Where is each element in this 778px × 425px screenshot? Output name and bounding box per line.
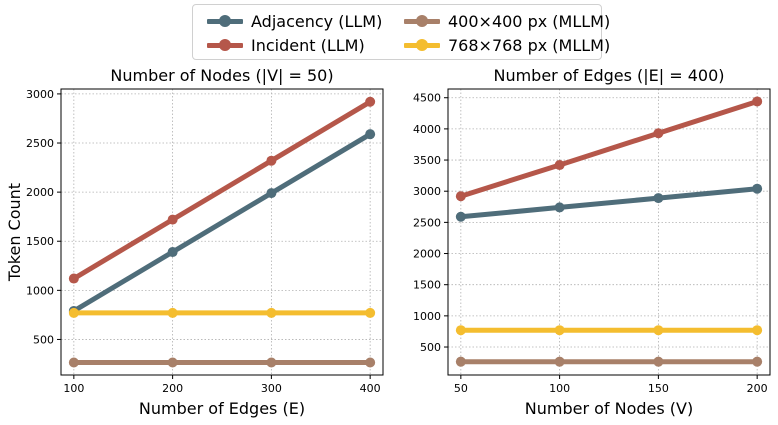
data-point <box>455 191 466 202</box>
data-point <box>554 160 565 171</box>
data-point <box>455 325 466 336</box>
data-point <box>752 356 763 367</box>
data-point <box>554 356 565 367</box>
data-point <box>752 183 763 194</box>
y-tick-label: 3500 <box>413 154 441 167</box>
y-axis-label: Token Count <box>5 183 24 282</box>
y-tick-label: 500 <box>33 333 54 346</box>
y-tick-label: 4500 <box>413 92 441 105</box>
x-tick-label: 400 <box>360 382 381 395</box>
chart-title: Number of Nodes (|V| = 50) <box>110 66 333 85</box>
x-tick-label: 300 <box>261 382 282 395</box>
legend-swatch <box>207 34 243 56</box>
x-tick-label: 200 <box>747 382 768 395</box>
series-line <box>72 132 372 314</box>
y-tick-label: 3000 <box>26 88 54 101</box>
data-point <box>266 307 277 318</box>
legend-item-400px: 400×400 px (MLLM) <box>404 10 610 32</box>
y-tick-label: 4000 <box>413 123 441 136</box>
y-tick-label: 1500 <box>413 279 441 292</box>
plot-frame <box>60 88 384 376</box>
data-point <box>167 357 178 368</box>
plot-frame <box>447 88 771 376</box>
legend-swatch <box>404 10 440 32</box>
chart-title: Number of Edges (|E| = 400) <box>493 66 724 85</box>
data-point <box>365 307 376 318</box>
legend-item-adjacency: Adjacency (LLM) <box>207 10 382 32</box>
data-point <box>167 307 178 318</box>
y-tick-label: 2000 <box>413 248 441 261</box>
data-point <box>266 155 277 166</box>
y-tick-label: 500 <box>420 341 441 354</box>
y-tick-label: 3000 <box>413 185 441 198</box>
chart-legend: Adjacency (LLM) Incident (LLM) 400×400 p… <box>192 4 610 60</box>
series-line <box>460 99 758 199</box>
data-point <box>752 96 763 107</box>
y-tick-label: 1000 <box>26 284 54 297</box>
data-point <box>455 356 466 367</box>
y-tick-label: 1500 <box>26 235 54 248</box>
legend-swatch <box>207 10 243 32</box>
legend-item-768px: 768×768 px (MLLM) <box>404 34 610 56</box>
data-point <box>653 325 664 336</box>
data-point <box>653 193 664 204</box>
x-axis-label: Number of Nodes (V) <box>525 399 693 418</box>
legend-label: 768×768 px (MLLM) <box>448 35 611 55</box>
chart-panel-2: 50 100 150 200 500 1000 1500 2000 2500 3000 3500 40… <box>413 66 771 418</box>
series-line <box>72 99 372 281</box>
data-point <box>167 247 178 258</box>
legend-label: 400×400 px (MLLM) <box>448 11 611 31</box>
legend-label: Incident (LLM) <box>251 35 365 55</box>
data-point <box>68 357 79 368</box>
x-tick-label: 100 <box>549 382 570 395</box>
data-point <box>365 129 376 140</box>
y-tick-label: 2500 <box>413 216 441 229</box>
data-point <box>266 188 277 199</box>
y-tick-label: 2500 <box>26 137 54 150</box>
data-point <box>266 357 277 368</box>
data-point <box>653 356 664 367</box>
chart-panel-1: 100 200 300 400 500 1000 1500 2000 2500 3000 Numbe… <box>5 66 384 418</box>
data-point <box>68 307 79 318</box>
data-point <box>68 273 79 284</box>
legend-item-incident: Incident (LLM) <box>207 34 365 56</box>
x-axis-label: Number of Edges (E) <box>139 399 305 418</box>
series-line <box>460 186 758 220</box>
y-tick-label: 1000 <box>413 310 441 323</box>
data-point <box>653 128 664 139</box>
data-point <box>365 357 376 368</box>
legend-label: Adjacency (LLM) <box>251 11 383 31</box>
x-tick-label: 150 <box>648 382 669 395</box>
data-point <box>554 325 565 336</box>
data-point <box>752 325 763 336</box>
y-tick-label: 2000 <box>26 186 54 199</box>
data-point <box>365 96 376 107</box>
x-tick-label: 100 <box>63 382 84 395</box>
x-tick-label: 200 <box>162 382 183 395</box>
data-point <box>167 214 178 225</box>
data-point <box>455 211 466 222</box>
x-tick-label: 50 <box>454 382 468 395</box>
data-point <box>554 202 565 213</box>
legend-swatch <box>404 34 440 56</box>
